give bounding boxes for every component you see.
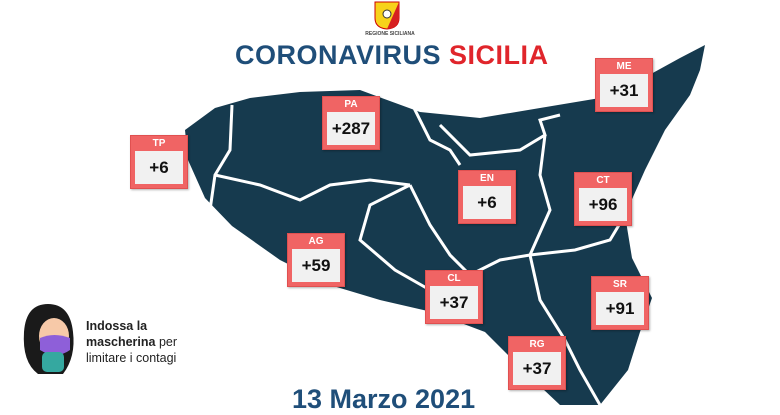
province-code: SR <box>613 279 627 290</box>
province-value: +6 <box>463 186 511 219</box>
province-value: +31 <box>600 74 648 107</box>
report-date: 13 Marzo 2021 <box>292 384 476 414</box>
province-rg: RG +37 <box>508 336 566 390</box>
province-pa: PA +287 <box>322 96 380 150</box>
province-cl: CL +37 <box>425 270 483 324</box>
province-code: AG <box>308 236 324 247</box>
advice-line3: limitare i contagi <box>86 351 177 365</box>
province-me: ME +31 <box>595 58 653 112</box>
province-ag: AG +59 <box>287 233 345 287</box>
title-accent: SICILIA <box>449 40 549 70</box>
title-main: CORONAVIRUS <box>235 40 442 70</box>
province-code: TP <box>152 138 166 149</box>
regione-siciliana-logo <box>374 1 400 30</box>
province-en: EN +6 <box>458 170 516 224</box>
province-tp: TP +6 <box>130 135 188 189</box>
province-value: +6 <box>135 151 183 184</box>
advice-line1: Indossa la <box>86 319 148 333</box>
province-code: CT <box>596 175 610 186</box>
mask-advice: Indossa la mascherina per limitare i con… <box>86 318 177 366</box>
province-code: RG <box>529 339 545 350</box>
advice-line2: mascherina <box>86 335 156 349</box>
province-code: PA <box>344 99 358 110</box>
province-value: +287 <box>327 112 375 145</box>
province-value: +37 <box>513 352 561 385</box>
masked-girl-icon <box>23 304 74 374</box>
sicily-island <box>185 45 705 405</box>
province-value: +96 <box>579 188 627 221</box>
province-value: +59 <box>292 249 340 282</box>
logo-text: REGIONE SICILIANA <box>365 31 415 37</box>
province-value: +37 <box>430 286 478 319</box>
province-code: CL <box>447 273 461 284</box>
province-value: +91 <box>596 292 644 325</box>
province-code: EN <box>480 173 494 184</box>
advice-per: per <box>158 335 178 349</box>
province-ct: CT +96 <box>574 172 632 226</box>
province-code: ME <box>616 61 632 72</box>
page-title: CORONAVIRUS SICILIA <box>235 40 549 71</box>
province-sr: SR +91 <box>591 276 649 330</box>
